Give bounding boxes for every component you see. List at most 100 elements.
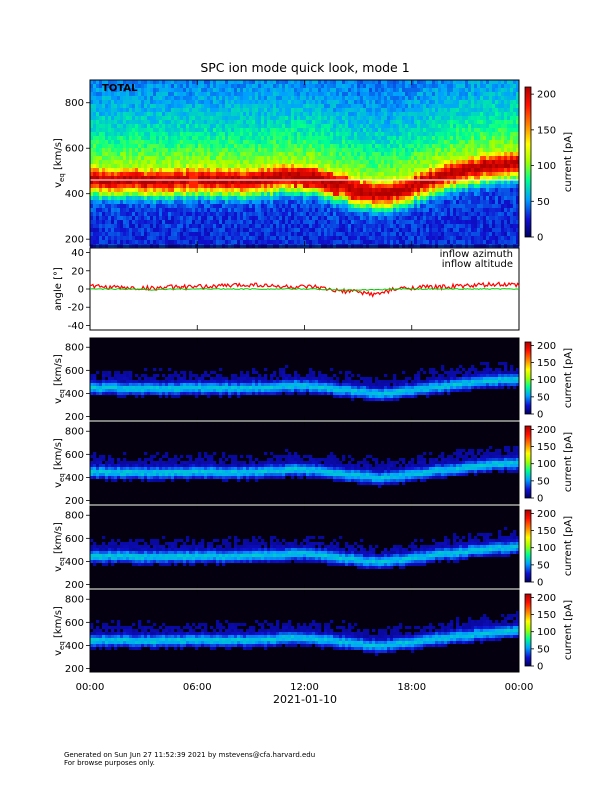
heatmap-cell (366, 216, 370, 220)
heatmap-cell (192, 140, 196, 144)
heatmap-cell (303, 180, 307, 184)
heatmap-cell (297, 104, 301, 108)
heatmap-cell (441, 236, 445, 240)
heatmap-cell (231, 192, 235, 196)
heatmap-cell (168, 180, 172, 184)
heatmap-cell (117, 200, 121, 204)
heatmap-cell (300, 180, 304, 184)
heatmap-cell (438, 92, 442, 96)
heatmap-cell (402, 136, 406, 140)
heatmap-cell (351, 224, 355, 228)
heatmap-cell (189, 96, 193, 100)
heatmap-cell (129, 132, 133, 136)
heatmap-cell (393, 164, 397, 168)
heatmap-cell (426, 192, 430, 196)
heatmap-cell (426, 80, 430, 84)
heatmap-cell (219, 80, 223, 84)
heatmap-cell (342, 84, 346, 88)
heatmap-cell (300, 224, 304, 228)
heatmap-cell (135, 216, 139, 220)
heatmap-cell (279, 216, 283, 220)
heatmap-cell (381, 136, 385, 140)
heatmap-cell (351, 204, 355, 208)
heatmap-cell (312, 208, 316, 212)
heatmap-cell (165, 216, 169, 220)
heatmap-cell (330, 96, 334, 100)
heatmap-cell (93, 224, 97, 228)
heatmap-cell (192, 136, 196, 140)
heatmap-cell (387, 164, 391, 168)
heatmap-cell (195, 132, 199, 136)
heatmap-cell (282, 144, 286, 148)
heatmap-cell (135, 220, 139, 224)
heatmap-cell (114, 128, 118, 132)
heatmap-cell (93, 172, 97, 176)
heatmap-cell (399, 204, 403, 208)
heatmap-cell (108, 96, 112, 100)
heatmap-cell (249, 176, 253, 180)
heatmap-cell (336, 144, 340, 148)
heatmap-cell (333, 104, 337, 108)
heatmap-cell (351, 132, 355, 136)
heatmap-cell (387, 80, 391, 84)
heatmap-cell (150, 120, 154, 124)
heatmap-cell (273, 228, 277, 232)
heatmap-cell (405, 116, 409, 120)
heatmap-cell (357, 208, 361, 212)
heatmap-cell (165, 140, 169, 144)
heatmap-cell (435, 184, 439, 188)
heatmap-cell (204, 224, 208, 228)
heatmap-cell (114, 176, 118, 180)
heatmap-cell (165, 192, 169, 196)
heatmap-cell (108, 128, 112, 132)
heatmap-cell (444, 116, 448, 120)
heatmap-cell (93, 144, 97, 148)
heatmap-cell (219, 108, 223, 112)
heatmap-cell (114, 152, 118, 156)
heatmap-cell (141, 180, 145, 184)
heatmap-cell (228, 176, 232, 180)
heatmap-cell (132, 176, 136, 180)
heatmap-cell (366, 196, 370, 200)
heatmap-cell (276, 148, 280, 152)
heatmap-cell (114, 120, 118, 124)
heatmap-cell (219, 200, 223, 204)
heatmap-cell (321, 220, 325, 224)
heatmap-cell (249, 224, 253, 228)
heatmap-cell (288, 192, 292, 196)
heatmap-cell (324, 212, 328, 216)
heatmap-cell (216, 196, 220, 200)
heatmap-cell (339, 124, 343, 128)
heatmap-cell (138, 212, 142, 216)
heatmap-cell (249, 156, 253, 160)
heatmap-cell (126, 96, 130, 100)
heatmap-cell (279, 148, 283, 152)
heatmap-cell (432, 140, 436, 144)
heatmap-cell (327, 136, 331, 140)
heatmap-cell (231, 204, 235, 208)
heatmap-cell (354, 116, 358, 120)
heatmap-cell (219, 176, 223, 180)
heatmap-cell (279, 180, 283, 184)
heatmap-cell (210, 152, 214, 156)
heatmap-cell (183, 172, 187, 176)
heatmap-cell (354, 192, 358, 196)
heatmap-cell (174, 132, 178, 136)
heatmap-cell (258, 168, 262, 172)
heatmap-cell (192, 104, 196, 108)
heatmap-cell (330, 168, 334, 172)
heatmap-cell (177, 184, 181, 188)
heatmap-cell (408, 144, 412, 148)
heatmap-cell (420, 240, 424, 244)
heatmap-cell (351, 228, 355, 232)
heatmap-cell (417, 160, 421, 164)
heatmap-cell (303, 168, 307, 172)
heatmap-cell (318, 212, 322, 216)
heatmap-cell (231, 208, 235, 212)
heatmap-cell (354, 160, 358, 164)
heatmap-cell (375, 92, 379, 96)
heatmap-cell (297, 224, 301, 228)
heatmap-cell (216, 148, 220, 152)
heatmap-cell (120, 140, 124, 144)
heatmap-cell (324, 116, 328, 120)
